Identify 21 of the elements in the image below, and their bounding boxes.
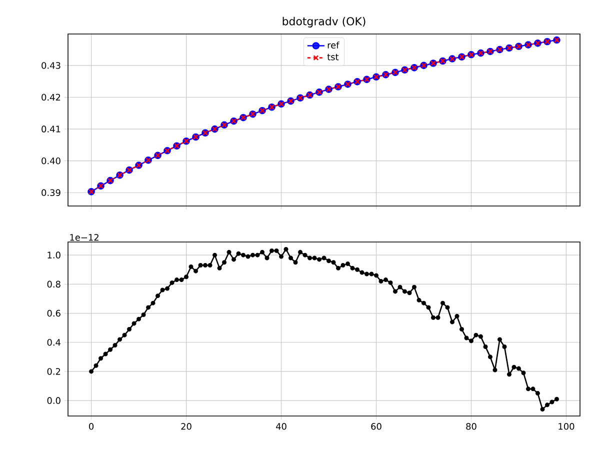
y-tick-label: 0.2 [47,368,60,375]
chart-title: bdotgradv (OK) [282,16,366,28]
legend-label: ref [328,42,340,49]
x-tick-label: 60 [371,423,382,430]
x-tick-label: 40 [276,423,286,430]
y-tick-label: 0.42 [42,94,60,101]
x-tick-label: 0 [89,423,94,430]
y-tick-label: 0.4 [47,338,60,346]
y-tick-label: 1.0 [48,252,60,258]
y-tick-label: 0.39 [42,189,60,196]
y-tick-label: 0.6 [47,310,60,317]
y-tick-label: 0.43 [42,62,60,69]
y-tick-label: 0.0 [47,397,60,404]
x-tick-label: 80 [466,423,476,430]
legend-label: tst [327,54,339,60]
text: 1e−12 [70,234,98,241]
y-tick-label: 0.40 [42,157,60,164]
x-tick-label: 20 [181,423,192,430]
y-tick-label: 0.8 [47,280,60,288]
x-tick-label: 100 [558,423,574,430]
y-tick-label: 0.41 [42,126,60,132]
